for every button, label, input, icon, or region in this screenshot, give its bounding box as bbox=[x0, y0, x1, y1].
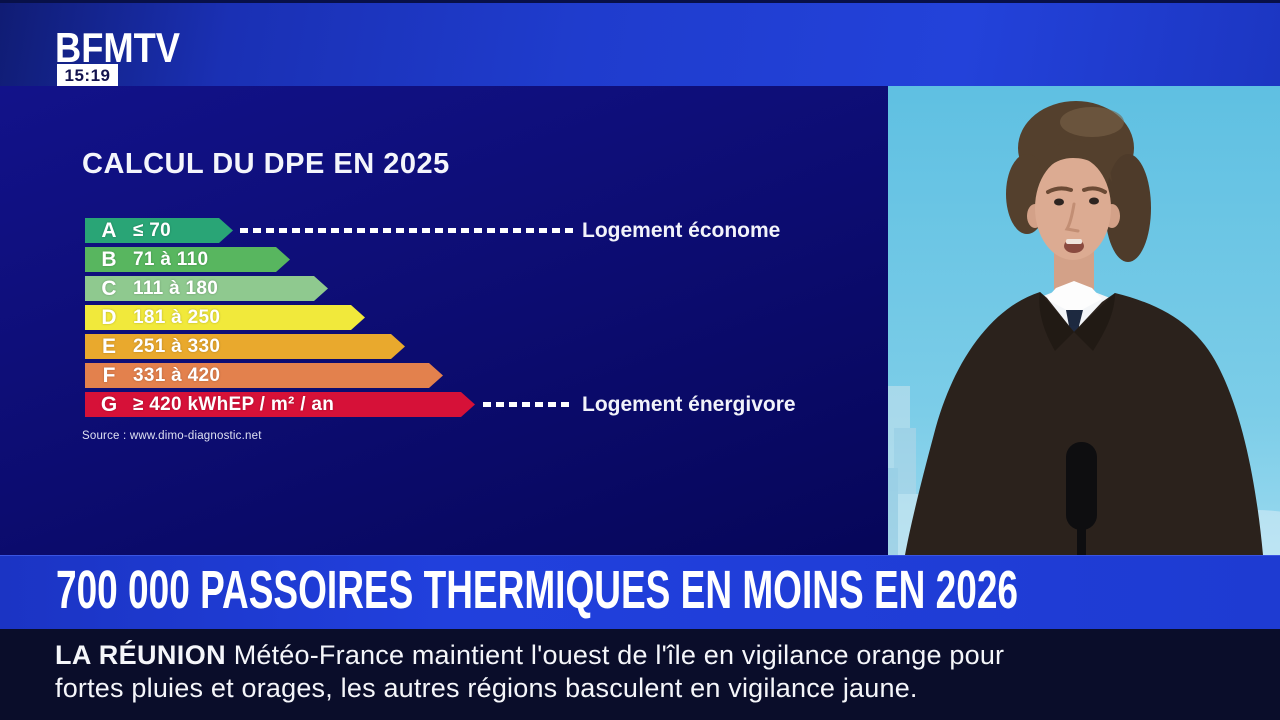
dpe-letter: C bbox=[101, 277, 117, 300]
dpe-bar-f: F 331 à 420 bbox=[85, 363, 443, 388]
dpe-bar-b: B 71 à 110 bbox=[85, 247, 290, 272]
dpe-range: 251 à 330 bbox=[133, 336, 221, 357]
dpe-letter: F bbox=[102, 364, 116, 387]
dpe-letter: G bbox=[100, 393, 118, 416]
presenter bbox=[905, 101, 1263, 555]
dpe-bar-d: D 181 à 250 bbox=[85, 305, 365, 330]
dpe-bar-c: C 111 à 180 bbox=[85, 276, 328, 301]
dashed-connector-economical bbox=[240, 228, 574, 233]
dpe-chart-panel: CALCUL DU DPE EN 2025 A ≤ 70 Logement éc… bbox=[0, 86, 888, 555]
presenter-illustration bbox=[888, 86, 1280, 555]
dpe-row-a: A ≤ 70 Logement économe bbox=[85, 218, 880, 243]
top-banner: BFMTV 15:19 bbox=[0, 0, 1280, 87]
dpe-row-f: F 331 à 420 bbox=[85, 363, 880, 388]
ticker-line1: Météo-France maintient l'ouest de l'île … bbox=[233, 640, 1005, 670]
dpe-rows: A ≤ 70 Logement économe B 71 à 110 C 11 bbox=[85, 218, 880, 421]
dpe-letter: A bbox=[101, 219, 117, 242]
presenter-video bbox=[888, 86, 1280, 555]
annotation-economical: Logement économe bbox=[582, 219, 781, 242]
dpe-bar-e: E 251 à 330 bbox=[85, 334, 405, 359]
dpe-row-g: G ≥ 420 kWhEP / m² / an Logement énergiv… bbox=[85, 392, 880, 417]
headline-text: 700 000 PASSOIRES THERMIQUES EN MOINS EN… bbox=[56, 560, 1018, 620]
main-area: CALCUL DU DPE EN 2025 A ≤ 70 Logement éc… bbox=[0, 86, 1280, 555]
chart-title: CALCUL DU DPE EN 2025 bbox=[82, 148, 450, 180]
microphone-stem bbox=[1077, 528, 1086, 555]
dpe-bar-g: G ≥ 420 kWhEP / m² / an bbox=[85, 392, 475, 417]
ticker-text: LA RÉUNION Météo-France maintient l'oues… bbox=[0, 629, 1280, 705]
bfmtv-logo: BFMTV bbox=[55, 24, 180, 71]
dpe-row-c: C 111 à 180 bbox=[85, 276, 880, 301]
dpe-row-e: E 251 à 330 bbox=[85, 334, 880, 359]
dashed-connector-energy-hungry bbox=[483, 402, 573, 407]
dpe-range: 181 à 250 bbox=[133, 307, 221, 328]
dpe-range: 331 à 420 bbox=[133, 365, 221, 386]
dpe-range: 111 à 180 bbox=[133, 278, 219, 299]
news-ticker: LA RÉUNION Météo-France maintient l'oues… bbox=[0, 629, 1280, 720]
dpe-range: 71 à 110 bbox=[133, 249, 209, 270]
bfmtv-logo-text: BFMTV bbox=[55, 24, 180, 71]
dpe-letter: B bbox=[101, 248, 117, 271]
ticker-tag: LA RÉUNION bbox=[55, 640, 226, 670]
dpe-row-b: B 71 à 110 bbox=[85, 247, 880, 272]
microphone-icon bbox=[1066, 442, 1097, 530]
dpe-range: ≥ 420 kWhEP / m² / an bbox=[133, 394, 335, 415]
dpe-bar-a: A ≤ 70 bbox=[85, 218, 233, 243]
ticker-line2: fortes pluies et orages, les autres régi… bbox=[55, 673, 918, 703]
annotation-energy-hungry: Logement énergivore bbox=[582, 393, 796, 416]
headline-banner: 700 000 PASSOIRES THERMIQUES EN MOINS EN… bbox=[0, 555, 1280, 629]
clock-badge: 15:19 bbox=[57, 64, 118, 87]
chart-source: Source : www.dimo-diagnostic.net bbox=[82, 430, 262, 442]
dpe-letter: D bbox=[101, 306, 117, 329]
headline-svg: 700 000 PASSOIRES THERMIQUES EN MOINS EN… bbox=[56, 560, 1018, 620]
clock-time: 15:19 bbox=[64, 65, 111, 85]
dpe-range: ≤ 70 bbox=[133, 220, 172, 241]
dpe-letter: E bbox=[101, 335, 116, 358]
dpe-row-d: D 181 à 250 bbox=[85, 305, 880, 330]
